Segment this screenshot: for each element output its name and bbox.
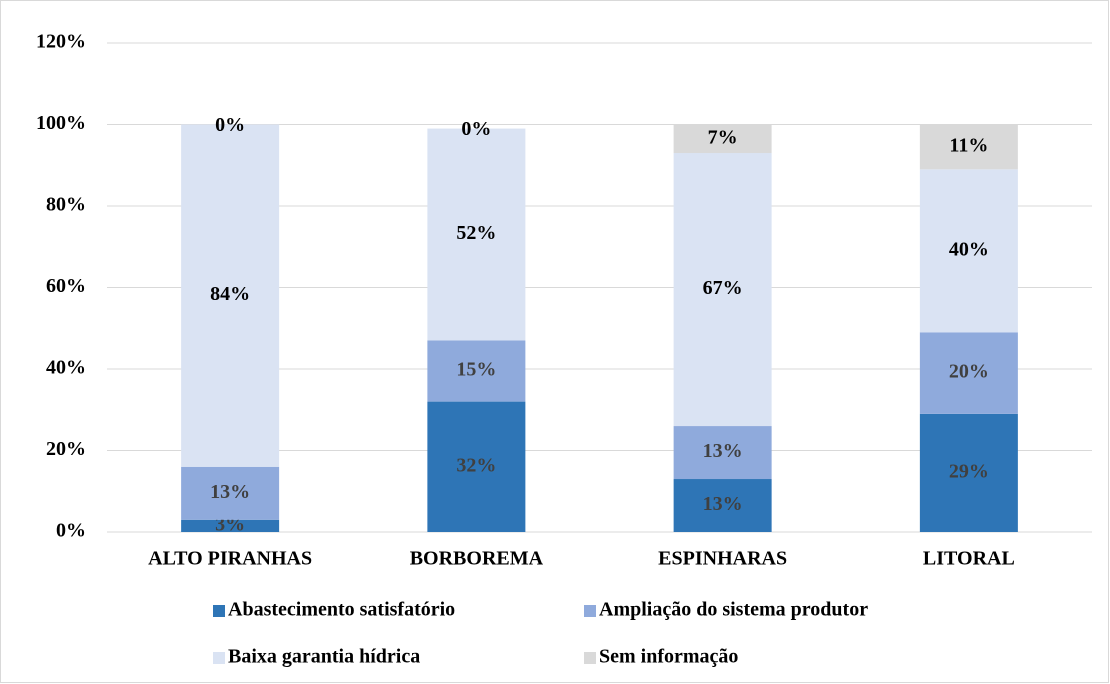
y-tick-label: 20% [46,438,86,460]
data-label: 20% [949,361,989,383]
x-tick-label: LITORAL [923,548,1015,570]
data-label: 15% [456,359,496,381]
legend-label: Ampliação do sistema produtor [599,599,868,621]
bar-segment [673,426,772,480]
data-label: 84% [210,283,250,305]
bar-segment [919,124,1018,170]
data-label: 0% [461,118,491,140]
data-label: 13% [703,493,743,515]
data-label: 32% [456,454,496,476]
legend-label: Sem informação [599,646,738,668]
bar-segment [919,169,1018,333]
bar-segment [181,466,280,520]
bar-segment [673,479,772,532]
legend-label: Abastecimento satisfatório [228,599,455,621]
legend-swatch [584,652,596,664]
data-label: 40% [949,238,989,260]
x-tick-label: ALTO PIRANHAS [148,548,312,570]
data-label: 11% [949,135,988,157]
data-label: 52% [456,222,496,244]
y-tick-label: 120% [36,31,86,53]
y-tick-label: 40% [46,357,86,379]
y-tick-label: 0% [56,520,86,542]
legend-swatch [213,605,225,617]
bar-segment [427,401,526,532]
data-label: 13% [210,481,250,503]
bar-segment [673,124,772,154]
data-label: 13% [703,440,743,462]
x-tick-label: ESPINHARAS [658,548,787,570]
x-tick-label: BORBOREMA [410,548,544,570]
bar-segment [919,332,1018,414]
y-tick-label: 60% [46,275,86,297]
bar-segment [181,519,280,532]
bar-segment [427,128,526,341]
data-label: 67% [703,277,743,299]
bar-segment [673,153,772,427]
legend-label: Baixa garantia hídrica [228,646,420,668]
data-label: 0% [215,114,245,136]
y-tick-label: 100% [36,112,86,134]
data-label: 7% [708,126,738,148]
legend-swatch [213,652,225,664]
bar-segment [427,340,526,402]
y-tick-label: 80% [46,194,86,216]
bar-segment [919,413,1018,532]
legend-swatch [584,605,596,617]
bar-segment [181,124,280,467]
data-label: 29% [949,461,989,483]
